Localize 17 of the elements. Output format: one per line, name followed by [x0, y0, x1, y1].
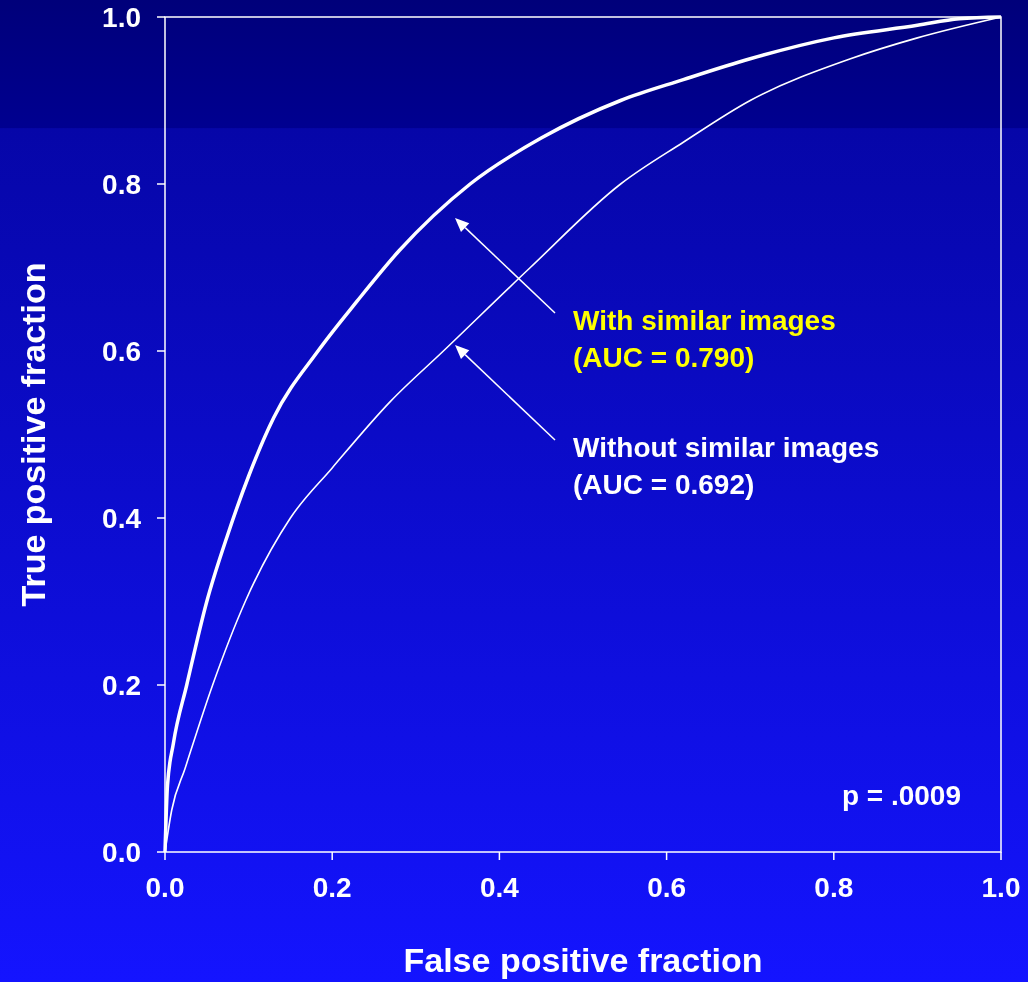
y-tick-label: 0.0 [102, 836, 141, 868]
annotation: With similar images (AUC = 0.790) [573, 305, 836, 373]
x-tick-label: 0.2 [312, 872, 352, 903]
x-axis-title: False positive fraction [403, 941, 763, 979]
y-tick-label: 0.2 [102, 669, 141, 701]
y-tick-label: 1.0 [102, 1, 141, 33]
y-tick-label: 0.8 [102, 168, 141, 200]
x-tick-label: 0.0 [145, 872, 185, 903]
y-tick-label: 0.4 [102, 502, 142, 534]
y-axis-title: True positive fraction [14, 262, 52, 607]
x-tick-label: 1.0 [981, 872, 1021, 903]
y-tick-label: 0.6 [102, 335, 141, 367]
annotation: Without similar images (AUC = 0.692) [573, 432, 880, 500]
x-tick-label: 0.6 [647, 872, 687, 903]
annotation: p = .0009 [841, 780, 961, 811]
x-tick-label: 0.4 [479, 872, 520, 903]
x-tick-label: 0.8 [814, 872, 854, 903]
